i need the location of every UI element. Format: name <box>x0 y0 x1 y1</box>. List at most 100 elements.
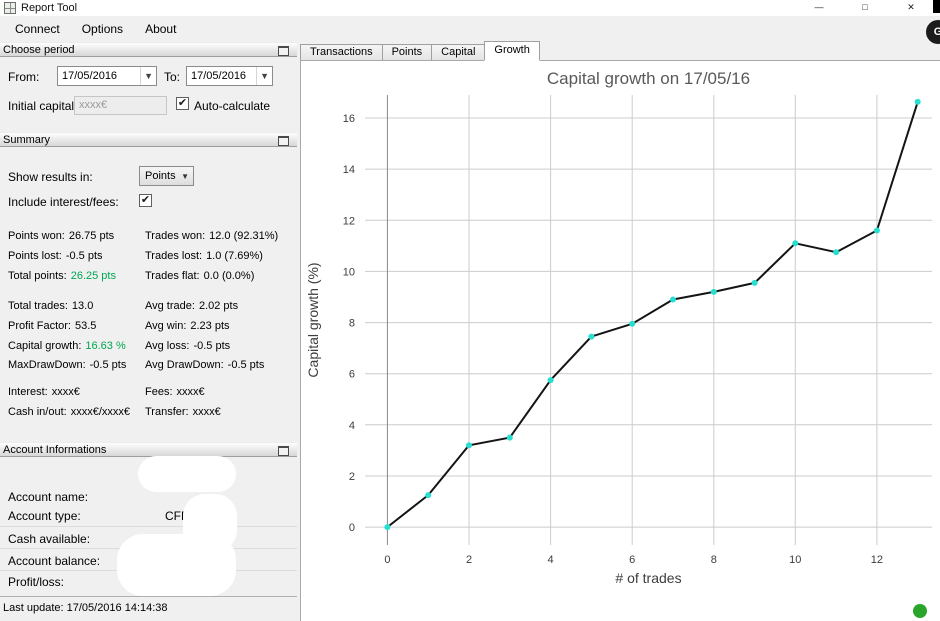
from-date-value: 17/05/2016 <box>62 70 118 82</box>
tab-capital[interactable]: Capital <box>431 44 486 60</box>
dock-float-icon[interactable] <box>278 446 289 456</box>
svg-text:8: 8 <box>711 554 717 566</box>
from-date-combobox[interactable]: 17/05/2016 ▼ <box>57 66 157 86</box>
stat-value: -0.5 pts <box>89 359 127 371</box>
left-sidebar: Choose period From: 17/05/2016 ▼ To: 17/… <box>0 42 297 621</box>
svg-text:4: 4 <box>349 420 355 432</box>
panel-header-summary: Summary <box>0 132 297 147</box>
chevron-down-icon: ▼ <box>181 171 189 181</box>
corner-badge: G <box>926 20 940 44</box>
show-results-dropdown[interactable]: Points ▼ <box>139 166 194 186</box>
stat-label: Trades lost: <box>145 250 203 262</box>
svg-text:Capital growth on 17/05/16: Capital growth on 17/05/16 <box>547 69 750 88</box>
svg-text:2: 2 <box>466 554 472 566</box>
initial-capital-input[interactable]: xxxx€ <box>74 96 167 115</box>
svg-text:0: 0 <box>384 554 390 566</box>
summary-stat-row: Profit Factor: 53.5 Avg win: 2.23 pts <box>0 320 297 336</box>
chevron-down-icon: ▼ <box>140 67 156 85</box>
include-interest-label: Include interest/fees: <box>8 195 119 209</box>
redaction-blob <box>117 534 236 596</box>
chevron-down-icon: ▼ <box>256 67 272 85</box>
stat-value: 12.0 (92.31%) <box>209 230 279 242</box>
initial-capital-label: Initial capital: <box>8 99 78 113</box>
summary-stat-row: Total points: 26.25 pts Trades flat: 0.0 (… <box>0 270 297 286</box>
summary-stat-row: Points lost: -0.5 pts Trades lost: 1.0 (7.… <box>0 250 297 266</box>
include-interest-checkbox[interactable] <box>139 194 152 207</box>
last-update-text: Last update: 17/05/2016 14:14:38 <box>3 602 168 614</box>
stat-value: 2.23 pts <box>190 320 230 332</box>
dock-float-icon[interactable] <box>278 136 289 146</box>
svg-text:6: 6 <box>629 554 635 566</box>
stat-value: xxxx€ <box>176 386 205 398</box>
tab-growth[interactable]: Growth <box>484 41 540 61</box>
panel-title: Summary <box>3 134 51 146</box>
growth-chart: 0 2 4 6 8 10 12 14 16 0 2 4 6 8 10 12 Capital growth on … <box>305 69 932 586</box>
stat-label: Points lost: <box>8 250 62 262</box>
auto-calculate-checkbox[interactable] <box>176 97 189 110</box>
stat-label: MaxDrawDown: <box>8 359 86 371</box>
stat-value: 0.0 (0.0%) <box>203 270 255 282</box>
app-icon <box>4 2 16 14</box>
stat-label: Fees: <box>145 386 173 398</box>
cash-available-label: Cash available: <box>8 532 91 546</box>
minimize-button[interactable]: — <box>814 2 824 12</box>
panel-header-choose-period: Choose period <box>0 42 297 57</box>
svg-text:16: 16 <box>343 113 355 125</box>
stat-value: -0.5 pts <box>227 359 265 371</box>
stat-value: xxxx€ <box>51 386 80 398</box>
title-bar: Report Tool — □ ✕ <box>0 0 940 16</box>
svg-text:12: 12 <box>871 554 883 566</box>
account-type-label: Account type: <box>8 509 81 523</box>
to-date-combobox[interactable]: 17/05/2016 ▼ <box>186 66 273 86</box>
dock-float-icon[interactable] <box>278 46 289 56</box>
stat-label: Avg loss: <box>145 340 190 352</box>
svg-text:10: 10 <box>789 554 801 566</box>
show-results-label: Show results in: <box>8 170 93 184</box>
menu-about[interactable]: About <box>145 22 177 36</box>
connection-status-dot <box>913 604 927 618</box>
stat-label: Avg DrawDown: <box>145 359 224 371</box>
summary-stat-row: MaxDrawDown: -0.5 pts Avg DrawDown: -0.5 p… <box>0 359 297 375</box>
svg-text:4: 4 <box>548 554 554 566</box>
summary-stat-row: Points won: 26.75 pts Trades won: 12.0 (92… <box>0 230 297 246</box>
menu-connect[interactable]: Connect <box>15 22 60 36</box>
to-label: To: <box>164 70 181 84</box>
maximize-button[interactable]: □ <box>862 2 868 12</box>
svg-text:8: 8 <box>349 318 355 330</box>
menu-options[interactable]: Options <box>81 22 124 36</box>
profit-loss-label: Profit/loss: <box>8 575 65 589</box>
stat-value: xxxx€ <box>192 406 221 418</box>
summary-stat-row: Capital growth: 16.63 % Avg loss: -0.5 pts <box>0 340 297 356</box>
from-label: From: <box>8 70 40 84</box>
stat-label: Avg win: <box>145 320 187 332</box>
close-button[interactable]: ✕ <box>907 2 915 12</box>
stat-value: xxxx€/xxxx€ <box>70 406 130 418</box>
account-name-label: Account name: <box>8 490 89 504</box>
stat-value-positive: 26.25 pts <box>70 270 116 282</box>
stat-value: 1.0 (7.69%) <box>206 250 263 262</box>
window-controls: — □ ✕ <box>796 0 934 16</box>
stat-label: Total points: <box>8 270 67 282</box>
tab-transactions[interactable]: Transactions <box>300 44 383 60</box>
stat-label: Transfer: <box>145 406 189 418</box>
stat-value: -0.5 pts <box>65 250 103 262</box>
menu-bar: Connect Options About <box>0 16 940 42</box>
redaction-blob <box>138 456 236 492</box>
growth-tab-pane: 0 2 4 6 8 10 12 14 16 0 2 4 6 8 10 12 Capital growth on … <box>300 60 940 621</box>
stat-value: -0.5 pts <box>193 340 231 352</box>
stat-value: 53.5 <box>74 320 97 332</box>
svg-text:0: 0 <box>349 522 355 534</box>
stat-label: Trades won: <box>145 230 206 242</box>
stat-label: Interest: <box>8 386 48 398</box>
stat-label: Cash in/out: <box>8 406 67 418</box>
to-date-value: 17/05/2016 <box>191 70 247 82</box>
summary-stat-row: Interest: xxxx€ Fees: xxxx€ <box>0 386 297 402</box>
status-bar: Last update: 17/05/2016 14:14:38 <box>0 596 297 621</box>
panel-title: Choose period <box>3 44 75 56</box>
screen-edge-notch <box>933 0 940 13</box>
stat-value: 26.75 pts <box>68 230 115 242</box>
svg-text:10: 10 <box>343 266 355 278</box>
tab-points[interactable]: Points <box>381 44 433 60</box>
summary-stat-row: Cash in/out: xxxx€/xxxx€ Transfer: xxxx€ <box>0 406 297 422</box>
stat-label: Total trades: <box>8 300 68 312</box>
